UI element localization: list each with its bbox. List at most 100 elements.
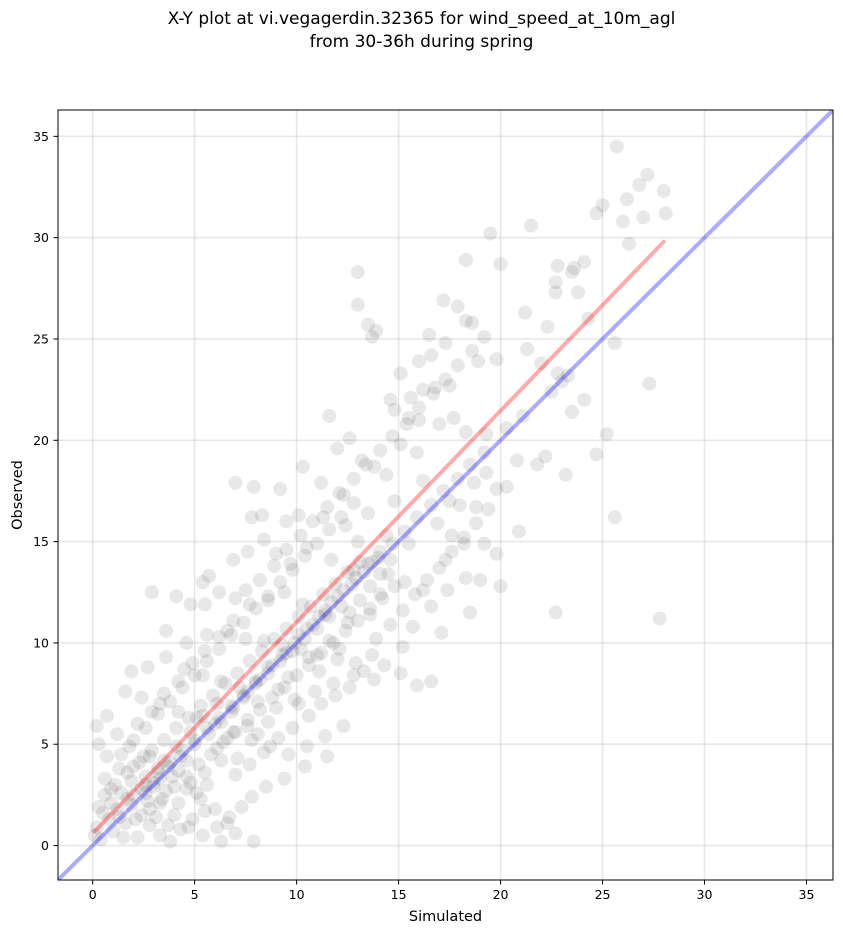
data-point [195,708,210,723]
data-point [171,796,186,810]
data-point [544,384,559,399]
data-point [118,816,133,831]
data-point [363,607,378,622]
data-point [224,627,239,642]
data-point [411,413,426,428]
data-point [195,828,210,843]
data-point [110,802,125,817]
data-point [566,261,581,276]
data-point [108,777,123,792]
data-point [220,731,235,746]
data-point [242,757,257,772]
data-point [269,700,284,715]
data-point [210,696,225,711]
data-point [432,560,447,575]
data-point [381,567,396,582]
data-point [228,591,243,606]
data-point [128,812,143,827]
data-point [373,567,388,582]
data-point [442,378,457,393]
data-point [379,528,394,543]
data-point [214,834,229,849]
data-point [199,627,214,642]
data-point [477,329,492,344]
data-point [222,810,237,825]
data-point [301,708,316,723]
data-point [152,796,167,810]
data-point [261,660,276,675]
data-point [126,759,141,774]
data-point [256,745,271,760]
data-point [409,445,424,460]
data-point [126,787,141,802]
data-point [138,769,153,784]
data-point [104,781,119,796]
x-tick-label: 25 [595,887,611,902]
data-point [342,680,357,695]
data-point [261,666,276,681]
data-point [157,686,172,701]
data-point [271,682,286,697]
data-point [281,747,296,762]
data-point [581,311,596,326]
data-point [609,139,624,154]
data-point [318,603,333,618]
data-point [589,206,604,221]
data-point [152,771,167,786]
data-point [244,789,259,804]
data-point [287,635,302,650]
data-point [179,769,194,784]
data-point [89,719,104,733]
data-point [387,579,402,594]
data-point [450,299,465,314]
data-point [279,542,294,557]
data-point [338,623,353,638]
data-point [226,613,241,628]
data-point [564,404,579,419]
data-point [409,510,424,525]
data-point [134,781,149,796]
data-point [350,534,365,549]
data-point [367,459,382,474]
data-point [344,577,359,592]
data-point [297,548,312,563]
data-point [155,791,170,806]
data-point [112,761,127,776]
data-point [326,676,341,691]
data-point [456,536,471,551]
data-point [320,749,335,764]
data-point [395,639,410,654]
data-point [554,374,569,389]
data-point [405,619,420,634]
data-point [138,785,153,800]
data-point [467,475,482,490]
data-point [240,712,255,727]
data-point [271,731,286,746]
data-point [361,556,375,571]
chart-title: X-Y plot at vi.vegagerdin.32365 for wind… [167,9,676,29]
data-point [550,259,565,274]
data-point [420,573,435,588]
data-point [99,749,114,764]
data-point [363,579,378,594]
data-point [318,729,333,744]
data-point [252,672,267,687]
data-point [140,793,155,808]
data-point [342,431,357,446]
data-point [632,177,647,192]
data-point [212,710,227,725]
data-point [444,544,459,559]
data-point [622,236,637,251]
data-point [87,828,102,843]
data-point [250,694,265,709]
data-point [114,785,129,800]
data-point [424,674,439,689]
data-point [305,514,320,529]
data-point [479,465,494,480]
data-point [250,727,265,742]
data-point [193,698,208,713]
y-axis-label: Observed [10,460,26,530]
data-point [301,650,316,665]
data-point [279,646,294,661]
